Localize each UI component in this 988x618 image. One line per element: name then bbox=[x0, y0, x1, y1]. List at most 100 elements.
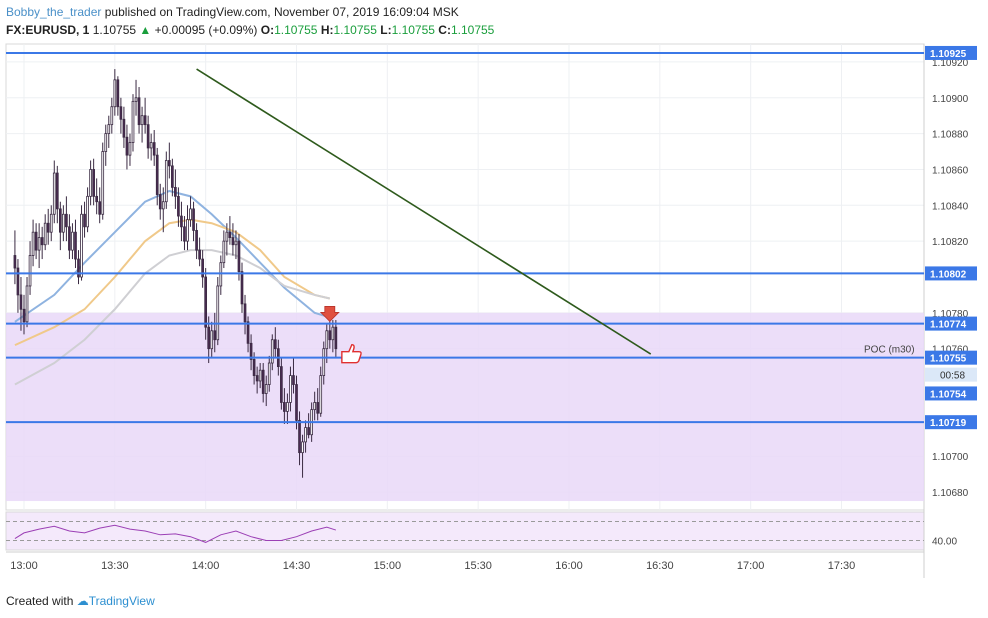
trendline[interactable] bbox=[196, 68, 652, 355]
candle-body bbox=[149, 142, 153, 149]
candle-body bbox=[292, 375, 295, 385]
candle-body bbox=[167, 160, 171, 167]
rsi-pane: 40.00 bbox=[6, 521, 957, 548]
time-tick-label: 15:00 bbox=[374, 560, 402, 572]
candle-body bbox=[316, 402, 320, 414]
price-tick-label: 1.10900 bbox=[932, 94, 969, 105]
candle-body bbox=[152, 142, 156, 156]
candle-body bbox=[207, 326, 211, 350]
price-level-tag bbox=[925, 316, 977, 331]
open-label: O: bbox=[260, 23, 275, 37]
candle-body bbox=[255, 375, 259, 382]
candle-body bbox=[231, 237, 235, 246]
time-tick-label: 15:30 bbox=[464, 560, 492, 572]
candle-body bbox=[204, 276, 208, 328]
horizontal-levels[interactable]: POC (m30) bbox=[6, 51, 924, 424]
candle-body bbox=[62, 213, 65, 233]
time-tick-label: 16:00 bbox=[555, 560, 583, 572]
candle-body bbox=[225, 231, 229, 242]
candle-body bbox=[246, 321, 250, 344]
author-name[interactable]: Bobby_the_trader bbox=[6, 5, 102, 19]
annotations bbox=[319, 306, 362, 364]
tradingview-brand[interactable]: TradingView bbox=[88, 594, 155, 608]
price-level-label: 1.10754 bbox=[930, 389, 967, 400]
candle-body bbox=[201, 258, 204, 278]
candle-body bbox=[43, 222, 47, 246]
trendline-line bbox=[196, 68, 652, 355]
candle-body bbox=[243, 303, 247, 323]
price-tick-label: 1.10920 bbox=[932, 58, 969, 69]
candle-body bbox=[86, 195, 89, 228]
candle-body bbox=[25, 285, 29, 323]
purple-zone-rect bbox=[6, 312, 924, 502]
candle-body bbox=[89, 169, 92, 197]
price-level-label: 1.10719 bbox=[930, 418, 967, 429]
price-level-tag bbox=[925, 415, 977, 430]
rsi-tick-label: 40.00 bbox=[932, 537, 957, 548]
candle-body bbox=[92, 169, 95, 197]
candle-body bbox=[334, 326, 338, 350]
high-value: 1.10755 bbox=[333, 23, 377, 37]
price-change: +0.00095 (+0.09%) bbox=[154, 23, 258, 37]
time-tick-label: 14:00 bbox=[192, 560, 220, 572]
candle-body bbox=[249, 342, 253, 360]
candle-body bbox=[210, 330, 214, 350]
up-arrow-icon: ▲ bbox=[139, 23, 152, 37]
rsi-frame bbox=[5, 511, 925, 551]
candle-body bbox=[80, 213, 83, 278]
candle-body bbox=[283, 402, 286, 412]
price-level-label: 1.10925 bbox=[930, 49, 967, 60]
candle-body bbox=[137, 97, 141, 126]
candle-body bbox=[125, 136, 129, 156]
price-level-label: 1.10755 bbox=[930, 354, 967, 365]
candle-body bbox=[40, 237, 44, 246]
candle-body bbox=[37, 237, 41, 251]
time-axis[interactable]: 13:00 13:30 14:00 14:30 15:00 15:30 16:00 16:30… bbox=[10, 560, 855, 572]
candle-body bbox=[289, 375, 292, 403]
candle-body bbox=[174, 186, 177, 197]
candle-body bbox=[65, 213, 68, 228]
candle-body bbox=[228, 231, 232, 238]
candle-body bbox=[101, 151, 105, 215]
time-tick-label: 16:30 bbox=[646, 560, 674, 572]
candle-body bbox=[113, 79, 117, 108]
candle-body bbox=[183, 226, 186, 242]
countdown-tag bbox=[925, 367, 977, 382]
candle-body bbox=[195, 229, 198, 251]
candle-body bbox=[77, 258, 80, 278]
time-tick-label: 13:30 bbox=[101, 560, 129, 572]
price-axis[interactable]: 1.10920 1.10900 1.10880 1.10860 1.10840 1.108… bbox=[925, 45, 977, 499]
created-with-text: Created with bbox=[6, 594, 74, 608]
candle-body bbox=[58, 208, 62, 233]
candle-body bbox=[83, 213, 86, 228]
price-level-label: 1.10774 bbox=[930, 320, 967, 331]
time-tick-label: 14:30 bbox=[283, 560, 311, 572]
candle-body bbox=[98, 201, 102, 215]
candle-body bbox=[119, 106, 123, 120]
ohlc-bar: FX:EURUSD, 1 1.10755 ▲ +0.00095 (+0.09%)… bbox=[6, 23, 494, 37]
candle-body bbox=[55, 172, 59, 210]
candle-body bbox=[264, 384, 268, 394]
candle-body bbox=[13, 255, 17, 269]
price-tick-label: 1.10760 bbox=[932, 345, 969, 356]
candle-body bbox=[240, 271, 244, 305]
candle-body bbox=[104, 133, 108, 152]
price-level-label: 1.10802 bbox=[930, 269, 967, 280]
candle-body bbox=[116, 79, 120, 108]
price-level-tag bbox=[925, 45, 977, 60]
candle-body bbox=[31, 231, 35, 256]
symbol-label: FX:EURUSD, 1 bbox=[6, 23, 90, 37]
tradingview-logo-icon[interactable]: ☁ bbox=[76, 594, 89, 608]
candle-body bbox=[46, 222, 50, 233]
close-value: 1.10755 bbox=[450, 23, 495, 37]
candle-body bbox=[16, 267, 20, 296]
candle-body bbox=[252, 359, 256, 376]
candle-body bbox=[171, 165, 174, 188]
candle-body bbox=[222, 240, 226, 264]
candle-body bbox=[158, 194, 162, 210]
candle-body bbox=[198, 249, 201, 260]
candle-body bbox=[180, 215, 183, 228]
candle-body bbox=[273, 339, 277, 350]
moving-average-line bbox=[14, 249, 331, 386]
